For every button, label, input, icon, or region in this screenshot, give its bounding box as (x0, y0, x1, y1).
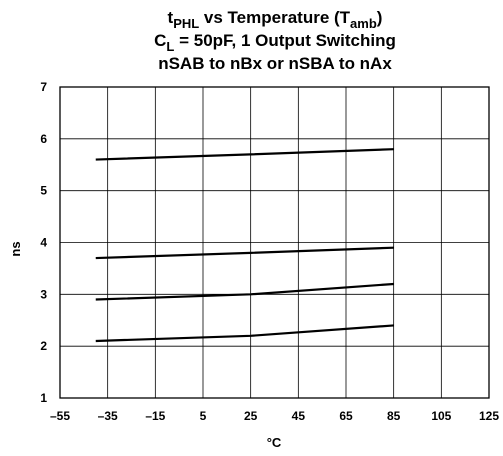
series-line-2 (95, 246, 394, 260)
x-tick-label: 85 (387, 409, 401, 423)
y-tick-label: 1 (40, 391, 47, 405)
x-tick-label: 45 (292, 409, 306, 423)
chart-title-line-2: CL = 50pF, 1 Output Switching (154, 31, 396, 54)
y-tick-label: 5 (40, 184, 47, 198)
series-line-4 (95, 324, 394, 343)
y-tick-label: 3 (40, 287, 47, 301)
y-tick-label: 7 (40, 80, 47, 94)
x-tick-label: 125 (479, 409, 499, 423)
y-axis-label: ns (8, 241, 23, 256)
x-tick-label: 105 (431, 409, 451, 423)
x-tick-label: 25 (244, 409, 258, 423)
x-tick-label: –15 (145, 409, 165, 423)
x-axis-label: °C (267, 435, 282, 450)
y-tick-label: 2 (40, 339, 47, 353)
chart-title-line-3: nSAB to nBx or nSBA to nAx (158, 54, 392, 73)
x-tick-labels: –55 –35 –15 5 25 45 65 85 105 125 (50, 409, 499, 423)
y-tick-labels: 1 2 3 4 5 6 7 (40, 80, 47, 405)
chart-title-line-1: tPHL vs Temperature (Tamb) (168, 8, 383, 31)
x-tick-label: –35 (98, 409, 118, 423)
y-tick-label: 6 (40, 132, 47, 146)
x-tick-label: –55 (50, 409, 70, 423)
x-tick-label: 65 (339, 409, 353, 423)
y-tick-label: 4 (40, 236, 47, 250)
grid-lines (60, 87, 489, 398)
series-line-1 (95, 148, 394, 161)
x-tick-label: 5 (200, 409, 207, 423)
series-line-3 (95, 282, 394, 301)
series-lines (95, 148, 394, 343)
